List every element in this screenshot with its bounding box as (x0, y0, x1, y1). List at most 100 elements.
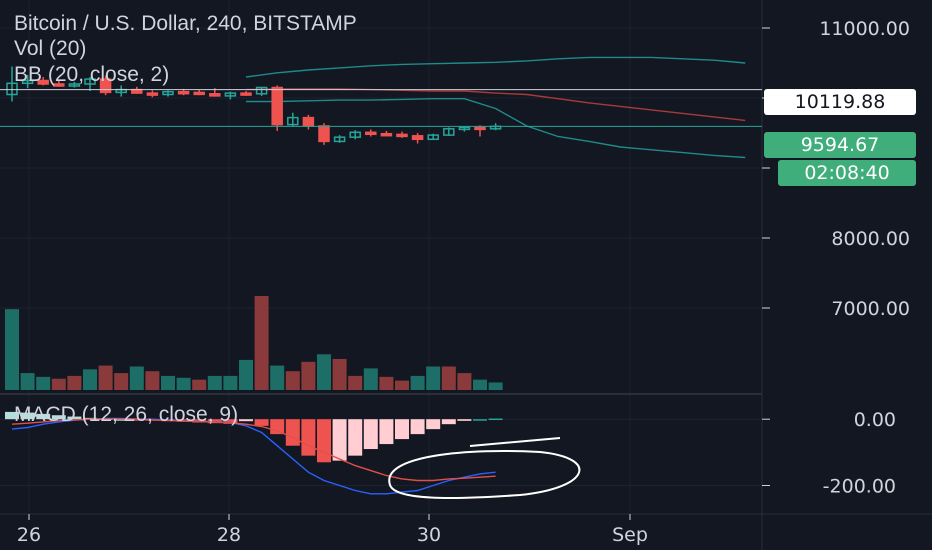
candle (411, 133, 424, 144)
macd-histogram-bar (301, 419, 316, 456)
macd-histogram-bar (426, 419, 441, 430)
candle-body (162, 90, 174, 96)
volume-bar (457, 373, 472, 390)
macd-histogram-bar (207, 419, 222, 424)
candle-body (131, 88, 143, 94)
volume-bar (207, 375, 222, 390)
annotation-stroke (469, 437, 561, 447)
candle-body (255, 86, 268, 95)
volume-bar (301, 361, 316, 390)
date-tick-label: 30 (417, 524, 441, 546)
candle (162, 90, 174, 97)
candle (68, 81, 81, 88)
candle-body (224, 92, 237, 97)
candle (458, 126, 471, 132)
macd-histogram-bar (36, 413, 51, 420)
volume-bar (51, 378, 66, 390)
countdown-label: 02:08:40 (778, 160, 916, 186)
volume-bar (285, 371, 300, 390)
crosshair-price-label: 10119.88 (764, 89, 916, 115)
annotation-circle (388, 449, 581, 499)
volume-bar (488, 382, 503, 390)
candle (131, 86, 143, 94)
date-tick-label: 26 (17, 524, 41, 546)
candle-body (411, 135, 424, 141)
date-tick-label: 28 (217, 524, 241, 546)
macd-histogram-bar (410, 419, 425, 435)
volume-bar (36, 376, 51, 390)
volume-bar (348, 375, 363, 390)
signal-line (11, 418, 496, 482)
volume-bar (114, 373, 129, 390)
macd-histogram-bar (67, 416, 82, 420)
volume-bar (161, 375, 175, 390)
date-tick-label: Sep (612, 524, 648, 546)
chart-title: Bitcoin / U.S. Dollar, 240, BITSTAMP (14, 12, 357, 35)
candle (474, 125, 486, 137)
macd-tick-label: 0.00 (854, 409, 896, 431)
candle-body (365, 131, 377, 136)
candle-body (68, 83, 81, 87)
macd-histogram-bar (441, 419, 456, 425)
volume-bar (98, 365, 113, 390)
candle (287, 112, 299, 126)
candle-body (37, 79, 49, 85)
candle (6, 66, 18, 102)
candle-body (333, 136, 346, 143)
candle (99, 75, 112, 96)
volume-bar (192, 379, 207, 390)
bb-basis-line (245, 88, 746, 122)
bb-upper-line (245, 56, 746, 78)
macd-histogram-bar (239, 419, 253, 422)
volume-bar (379, 376, 394, 390)
macd-tick-label: -200.00 (823, 475, 896, 497)
volume-legend: Vol (20) (14, 37, 87, 60)
candle-body (427, 134, 439, 141)
candle (240, 91, 252, 96)
volume-bar (20, 373, 35, 390)
candle-body (53, 83, 65, 87)
macd-histogram-bar (457, 419, 472, 421)
candle (302, 114, 315, 130)
macd-histogram-bar (379, 419, 394, 445)
candle (53, 79, 65, 87)
volume-bar (410, 375, 425, 390)
volume-bar (332, 358, 347, 390)
candle-body (302, 116, 315, 127)
candle (427, 133, 439, 141)
macd-histogram-bar (223, 419, 238, 424)
candle (37, 77, 49, 86)
macd-histogram-bar (395, 419, 409, 440)
candle-body (6, 82, 18, 96)
bb-legend: BB (20, close, 2) (14, 63, 170, 86)
candle-body (271, 86, 283, 126)
candle-body (349, 131, 361, 138)
candle (443, 127, 455, 136)
candle (365, 129, 377, 137)
candle (271, 85, 283, 131)
volume-bar (441, 366, 456, 390)
macd-legend: MACD (12, 26, close, 9) (14, 403, 239, 426)
candle-body (99, 78, 112, 94)
macd-histogram-bar (5, 411, 19, 420)
candle-body (240, 92, 252, 96)
candle (255, 86, 268, 96)
macd-histogram-bar (51, 415, 66, 420)
candle-body (84, 78, 96, 85)
macd-histogram-bar (488, 418, 503, 421)
macd-histogram-bar (473, 419, 487, 421)
volume-bar (426, 366, 441, 390)
volume-bar (145, 371, 160, 390)
price-tick-label: 7000.00 (831, 298, 910, 320)
macd-histogram-bar (332, 419, 347, 461)
macd-histogram-bar (317, 419, 331, 463)
candle (333, 135, 346, 143)
price-tick-label: 8000.00 (831, 228, 910, 250)
candle (193, 89, 205, 96)
candle (146, 90, 159, 98)
volume-bar (83, 369, 97, 390)
volume-bar (129, 366, 144, 390)
last-price-label: 9594.67 (764, 132, 916, 158)
candle-body (443, 128, 455, 136)
